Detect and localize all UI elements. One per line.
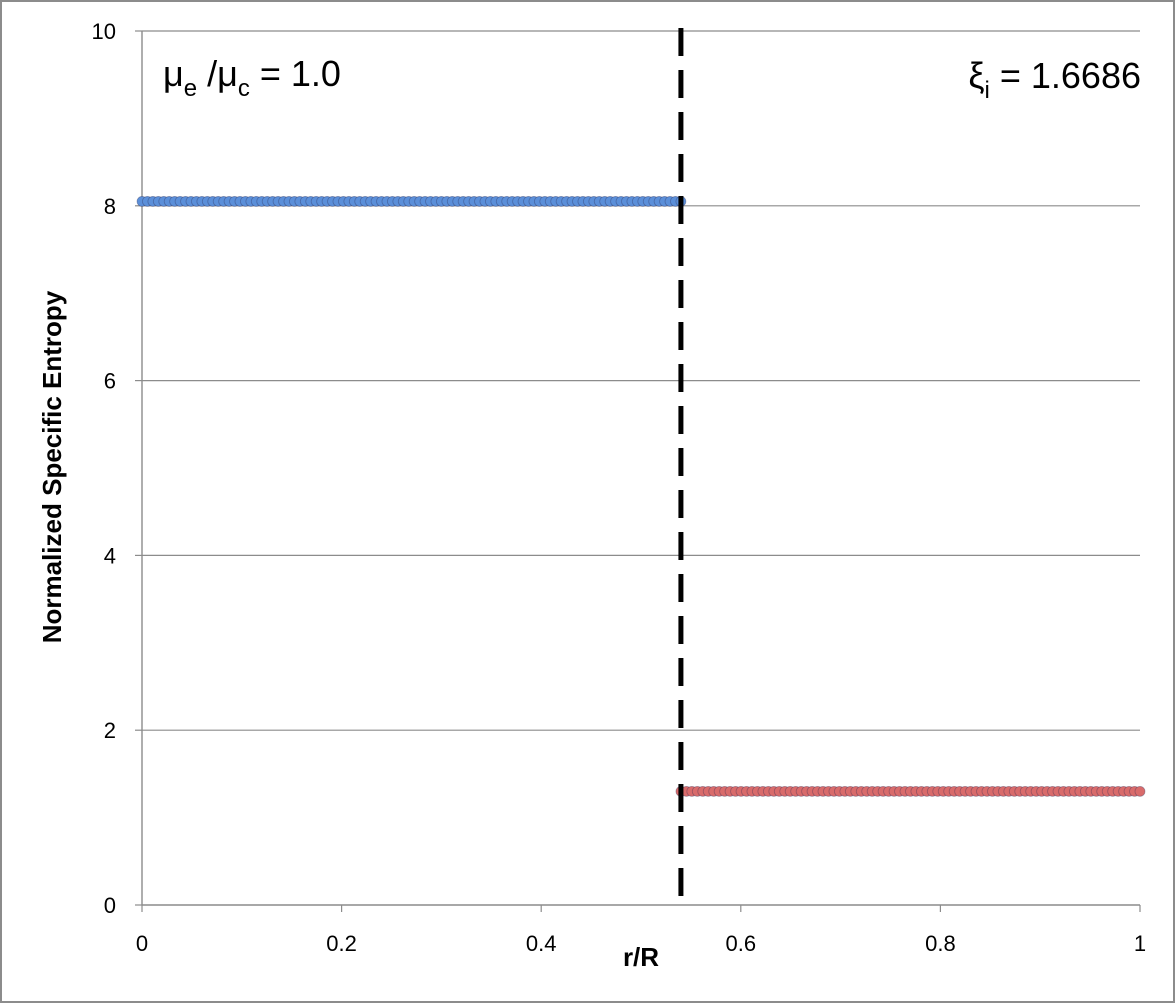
ratio-slash: / <box>197 53 217 94</box>
data-series <box>136 196 1146 797</box>
xi-subscript: i <box>985 77 990 104</box>
xi-annotation: ξi = 1.6686 <box>968 55 1141 104</box>
y-tick-label: 6 <box>104 369 116 394</box>
y-tick-labels: 0 2 4 6 8 10 <box>92 19 116 918</box>
x-axis-title: r/R <box>623 942 659 972</box>
x-tick-label: 1 <box>1134 931 1146 956</box>
mu-e-subscript: e <box>184 75 197 102</box>
mu-c-subscript: c <box>238 75 250 102</box>
x-tick-label: 0.2 <box>326 931 357 956</box>
data-point <box>1134 785 1146 797</box>
mu-c-symbol: μ <box>217 53 238 94</box>
y-tick-label: 4 <box>104 543 116 568</box>
mu-ratio-annotation: μe /μc = 1.0 <box>163 53 341 102</box>
series-0 <box>136 196 687 207</box>
y-tick-label: 8 <box>104 194 116 219</box>
y-tick-label: 2 <box>104 718 116 743</box>
y-tick-label: 10 <box>92 19 116 44</box>
x-tick-label: 0.4 <box>526 931 557 956</box>
y-tick-label: 0 <box>104 893 116 918</box>
xi-value: = 1.6686 <box>990 55 1141 96</box>
mu-ratio-value: = 1.0 <box>250 53 341 94</box>
x-tick-label: 0.8 <box>925 931 956 956</box>
y-axis-title: Normalized Specific Entropy <box>37 290 67 643</box>
x-tick-label: 0.6 <box>726 931 757 956</box>
series-1 <box>675 785 1146 797</box>
mu-e-symbol: μ <box>163 53 184 94</box>
axes <box>135 30 1141 912</box>
x-tick-label: 0 <box>136 931 148 956</box>
xi-symbol: ξ <box>968 55 984 96</box>
x-tick-labels: 0 0.2 0.4 0.6 0.8 1 <box>136 931 1146 956</box>
